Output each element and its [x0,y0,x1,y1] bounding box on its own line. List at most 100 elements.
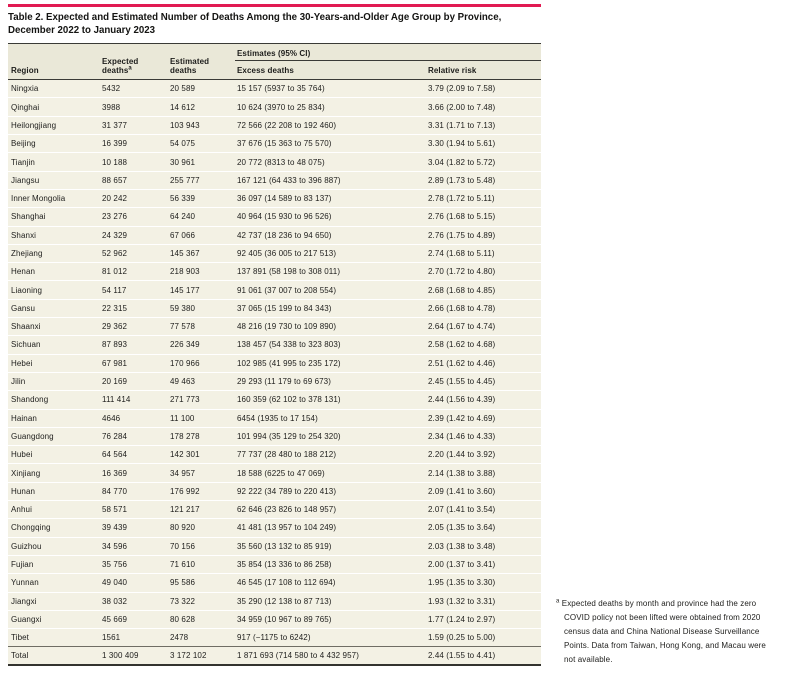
excess-deaths-cell: 92 405 (36 005 to 217 513) [235,243,426,263]
relative-risk-cell: 2.39 (1.42 to 4.69) [426,408,542,428]
relative-risk-cell: 1.95 (1.35 to 3.30) [426,573,542,592]
relative-risk-cell: 2.45 (1.55 to 4.45) [426,371,542,391]
region-cell: Heilongjiang [8,115,100,135]
estimated-deaths-cell: 178 278 [168,426,235,446]
estimated-deaths-cell: 77 578 [168,317,235,336]
table-row: Inner Mongolia 20 242 56 339 36 097 (14 589… [8,188,542,208]
region-cell: Anhui [8,500,100,519]
excess-deaths-cell: 77 737 (28 480 to 188 212) [235,445,426,464]
estimated-deaths-cell: 70 156 [168,536,235,556]
expected-deaths-cell: 58 571 [100,500,168,519]
expected-deaths-cell: 35 756 [100,554,168,574]
excess-deaths-cell: 138 457 (54 338 to 323 803) [235,335,426,355]
relative-risk-cell: 2.05 (1.35 to 3.64) [426,518,542,538]
estimated-deaths-cell: 170 966 [168,353,235,373]
expected-deaths-cell: 76 284 [100,426,168,446]
table-row: Yunnan 49 040 95 586 46 545 (17 108 to 112 … [8,573,542,592]
table-row: Anhui 58 571 121 217 62 646 (23 826 to 148 … [8,500,542,519]
relative-risk-cell: 2.70 (1.72 to 4.80) [426,262,542,281]
excess-deaths-cell: 37 065 (15 199 to 84 343) [235,298,426,318]
region-cell: Sichuan [8,335,100,355]
estimated-deaths-cell: 103 943 [168,115,235,135]
excess-deaths-cell: 102 985 (41 995 to 235 172) [235,353,426,373]
region-cell: Jiangsu [8,170,100,190]
region-cell: Guizhou [8,536,100,556]
region-cell: Guangdong [8,426,100,446]
estimated-deaths-cell: 255 777 [168,170,235,190]
estimated-deaths-cell: 145 177 [168,280,235,300]
relative-risk-cell: 2.51 (1.62 to 4.46) [426,353,542,373]
relative-risk-cell: 2.00 (1.37 to 3.41) [426,554,542,574]
table-row: Sichuan 87 893 226 349 138 457 (54 338 to 3… [8,335,542,355]
expected-deaths-cell: 16 399 [100,134,168,153]
table-row: Jiangsu 88 657 255 777 167 121 (64 433 to 3… [8,170,542,190]
excess-deaths-cell: 160 359 (62 102 to 378 131) [235,390,426,410]
footnote-text: Expected deaths by month and province ha… [561,599,766,665]
region-cell: Ningxia [8,79,100,98]
excess-deaths-cell: 35 290 (12 138 to 87 713) [235,591,426,611]
expected-deaths-cell: 16 369 [100,463,168,483]
estimated-deaths-cell: 80 628 [168,609,235,629]
expected-deaths-cell: 38 032 [100,591,168,611]
excess-deaths-cell: 42 737 (18 236 to 94 650) [235,225,426,245]
table-row: Tianjin 10 188 30 961 20 772 (8313 to 48 07… [8,152,542,172]
excess-deaths-cell: 46 545 (17 108 to 112 694) [235,573,426,592]
col-header-relative-risk: Relative risk [426,60,542,80]
expected-deaths-cell: 39 439 [100,518,168,538]
relative-risk-cell: 1.77 (1.24 to 2.97) [426,609,542,629]
relative-risk-cell: 2.68 (1.68 to 4.85) [426,280,542,300]
relative-risk-cell: 2.44 (1.56 to 4.39) [426,390,542,410]
region-cell: Hebei [8,353,100,373]
region-cell: Tibet [8,628,100,647]
region-cell: Zhejiang [8,243,100,263]
table-top-accent-rule [8,4,541,7]
relative-risk-cell: 2.78 (1.72 to 5.11) [426,188,542,208]
excess-deaths-cell: 29 293 (11 179 to 69 673) [235,371,426,391]
region-cell: Beijing [8,134,100,153]
relative-risk-cell: 2.14 (1.38 to 3.88) [426,463,542,483]
estimated-deaths-cell: 142 301 [168,445,235,464]
region-cell: Inner Mongolia [8,188,100,208]
table-row: Zhejiang 52 962 145 367 92 405 (36 005 to 2… [8,243,542,263]
header-row-sub: Excess deaths Relative risk [8,60,542,80]
estimated-deaths-cell: 14 612 [168,97,235,117]
relative-risk-cell: 3.04 (1.82 to 5.72) [426,152,542,172]
excess-deaths-cell: 35 560 (13 132 to 85 919) [235,536,426,556]
relative-risk-cell: 3.31 (1.71 to 7.13) [426,115,542,135]
total-row: Total 1 300 409 3 172 102 1 871 693 (714 58… [8,646,542,666]
expected-deaths-cell: 111 414 [100,390,168,410]
expected-deaths-cell: 20 169 [100,371,168,391]
relative-risk-cell: 3.66 (2.00 to 7.48) [426,97,542,117]
table-row: Hunan 84 770 176 992 92 222 (34 789 to 220 … [8,481,542,501]
expected-deaths-cell: 24 329 [100,225,168,245]
estimated-deaths-cell: 64 240 [168,207,235,227]
relative-risk-cell: 2.34 (1.46 to 4.33) [426,426,542,446]
header-row-group: Region Expected deathsa Estimated deaths… [8,43,542,80]
expected-deaths-cell: 81 012 [100,262,168,281]
excess-deaths-cell: 20 772 (8313 to 48 075) [235,152,426,172]
expected-deaths-cell: 49 040 [100,573,168,592]
excess-deaths-cell: 18 588 (6225 to 47 069) [235,463,426,483]
table-title: Table 2. Expected and Estimated Number o… [8,12,502,36]
expected-deaths-cell: 23 276 [100,207,168,227]
estimated-deaths-cell: 67 066 [168,225,235,245]
expected-deaths-cell: 29 362 [100,317,168,336]
table-row: Guizhou 34 596 70 156 35 560 (13 132 to 85 … [8,536,542,556]
relative-risk-cell: 1.59 (0.25 to 5.00) [426,628,542,647]
table-row: Hubei 64 564 142 301 77 737 (28 480 to 188 … [8,445,542,464]
region-cell: Henan [8,262,100,281]
excess-deaths-cell: 62 646 (23 826 to 148 957) [235,500,426,519]
region-cell: Jilin [8,371,100,391]
estimated-deaths-cell: 54 075 [168,134,235,153]
relative-risk-cell: 2.89 (1.73 to 5.48) [426,170,542,190]
table-row: Hainan 4646 11 100 6454 (1935 to 17 154) 2.3… [8,408,542,428]
table-row: Henan 81 012 218 903 137 891 (58 198 to 308… [8,262,542,281]
table-row: Jilin 20 169 49 463 29 293 (11 179 to 69 67… [8,371,542,391]
estimated-deaths-cell: 71 610 [168,554,235,574]
excess-deaths-cell: 1 871 693 (714 580 to 4 432 957) [235,646,426,666]
estimated-deaths-cell: 20 589 [168,79,235,98]
col-header-expected-label: Expected deaths [102,57,139,76]
table-row: Beijing 16 399 54 075 37 676 (15 363 to 75 … [8,134,542,153]
table-row: Tibet 1561 2478 917 (−1175 to 6242) 1.59 (0.… [8,628,542,647]
table2-card: Table 2. Expected and Estimated Number o… [8,4,542,667]
